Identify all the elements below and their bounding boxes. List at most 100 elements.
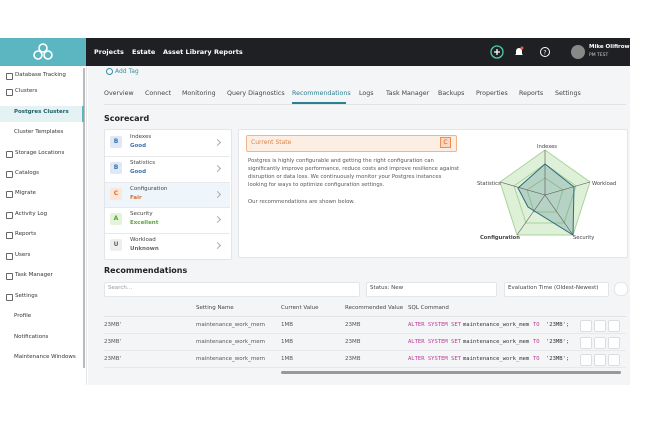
score-name[interactable]: Workload [130, 237, 156, 244]
recommendations-title: Recommendations [104, 266, 188, 275]
current-state-label: Current State [251, 139, 292, 146]
column-header: Setting Name [196, 305, 234, 311]
sidebar-item[interactable]: Task Manager [15, 272, 53, 278]
tab[interactable]: Settings [555, 90, 581, 97]
nav-link[interactable]: Estate [132, 48, 156, 56]
sidebar-item[interactable]: Cluster Templates [14, 129, 64, 135]
row-action[interactable] [580, 320, 592, 332]
cell: 23MB' [104, 339, 122, 345]
score-name[interactable]: Statistics [130, 159, 156, 166]
sort-label: Evaluation Time (Oldest-Newest) [508, 285, 599, 291]
current-state-description: Postgres is highly configurable and gett… [248, 158, 460, 188]
sql-part: ALTER SYSTEM SET [408, 356, 461, 362]
row-action[interactable] [594, 320, 606, 332]
sidebar-icon [6, 191, 13, 198]
score-divider [105, 181, 230, 183]
sidebar-scrollbar [83, 68, 85, 368]
status-chip: Status: New [370, 285, 404, 291]
status-filter[interactable] [366, 282, 497, 297]
column-header: SQL Command [408, 305, 449, 311]
current-state-grade: C [440, 137, 451, 148]
cell: maintenance_work_mem [196, 339, 265, 345]
sidebar-icon [6, 212, 13, 219]
cell: maintenance_work_mem [196, 322, 265, 328]
cell: 23MB' [104, 356, 122, 362]
row-action[interactable] [594, 354, 606, 366]
row-divider [104, 367, 626, 368]
row-action[interactable] [608, 354, 620, 366]
sidebar-item[interactable]: Users [15, 252, 31, 258]
cell: maintenance_work_mem [196, 356, 265, 362]
sidebar-icon [6, 273, 13, 280]
radar-label: Workload [592, 181, 617, 187]
row-action[interactable] [580, 354, 592, 366]
row-action[interactable] [594, 337, 606, 349]
score-name[interactable]: Security [130, 211, 153, 218]
logo[interactable] [0, 38, 86, 66]
nav-link[interactable]: Projects [94, 48, 124, 56]
tab[interactable]: Query Diagnostics [227, 90, 285, 97]
row-action[interactable] [580, 337, 592, 349]
sql-part: '23MB'; [546, 322, 570, 328]
sidebar-item[interactable]: Migrate [15, 190, 36, 196]
tab[interactable]: Overview [104, 90, 134, 97]
row-divider [104, 350, 626, 351]
radar-label: Statistics [477, 181, 501, 187]
sidebar-item[interactable]: Profile [14, 313, 32, 319]
svg-text:?: ? [543, 50, 546, 57]
cell: 1MB [281, 356, 294, 362]
add-tag-icon [106, 68, 113, 75]
tab[interactable]: Monitoring [182, 90, 216, 97]
sidebar-icon [6, 232, 13, 239]
sql-part: ALTER SYSTEM SET [408, 339, 461, 345]
sidebar-item[interactable]: Notifications [14, 334, 49, 340]
sidebar-item[interactable]: Postgres Clusters [14, 109, 69, 115]
sidebar-item[interactable]: Storage Locations [15, 150, 65, 156]
score-status: Good [130, 168, 147, 175]
tab[interactable]: Logs [359, 90, 374, 97]
row-divider [104, 333, 626, 334]
tab[interactable]: Backups [438, 90, 465, 97]
sidebar-item[interactable]: Clusters [15, 88, 38, 94]
score-name[interactable]: Configuration [130, 185, 168, 192]
sidebar-icon [6, 73, 13, 80]
sql-part: '23MB'; [546, 356, 570, 362]
avatar[interactable] [571, 45, 585, 59]
radar-label: Security [573, 235, 595, 241]
sql-part: '23MB'; [546, 339, 570, 345]
sidebar-item[interactable]: Reports [15, 231, 37, 237]
search-input[interactable] [104, 282, 360, 297]
tab[interactable]: Recommendations [292, 90, 351, 97]
score-name[interactable]: Indexes [130, 134, 152, 140]
score-grade: C [110, 187, 122, 200]
sidebar-item[interactable]: Maintenance Windows [14, 354, 76, 360]
sql-part: maintenance_work_mem [463, 322, 530, 328]
score-status: Good [130, 143, 147, 149]
score-divider [105, 207, 230, 209]
row-action[interactable] [608, 337, 620, 349]
nav-link[interactable]: Reports [214, 48, 243, 56]
tab[interactable]: Task Manager [386, 90, 430, 97]
row-action[interactable] [608, 320, 620, 332]
nav-link[interactable]: Asset Library [163, 48, 212, 56]
cell: 23MB [345, 339, 361, 345]
score-grade: B [110, 161, 122, 174]
current-state-box [246, 135, 457, 152]
sidebar-icon [6, 151, 13, 158]
tab[interactable]: Connect [145, 90, 172, 97]
user-role: PM TEST [589, 53, 609, 58]
add-tag[interactable]: Add Tag [115, 68, 139, 75]
score-grade: A [110, 213, 122, 226]
tab[interactable]: Reports [519, 90, 544, 97]
sidebar-item[interactable]: Settings [15, 293, 38, 299]
sidebar-item[interactable]: Activity Log [15, 211, 48, 217]
sidebar-item[interactable]: Catalogs [15, 170, 39, 176]
sort-select[interactable] [504, 282, 609, 297]
sidebar-selected [0, 106, 84, 122]
cell: 23MB' [104, 322, 122, 328]
sql-part: ALTER SYSTEM SET [408, 322, 461, 328]
sql-part: maintenance_work_mem [463, 356, 530, 362]
tab[interactable]: Properties [476, 90, 508, 97]
sidebar-item[interactable]: Database Tracking [15, 72, 66, 78]
table-settings[interactable] [614, 282, 628, 296]
